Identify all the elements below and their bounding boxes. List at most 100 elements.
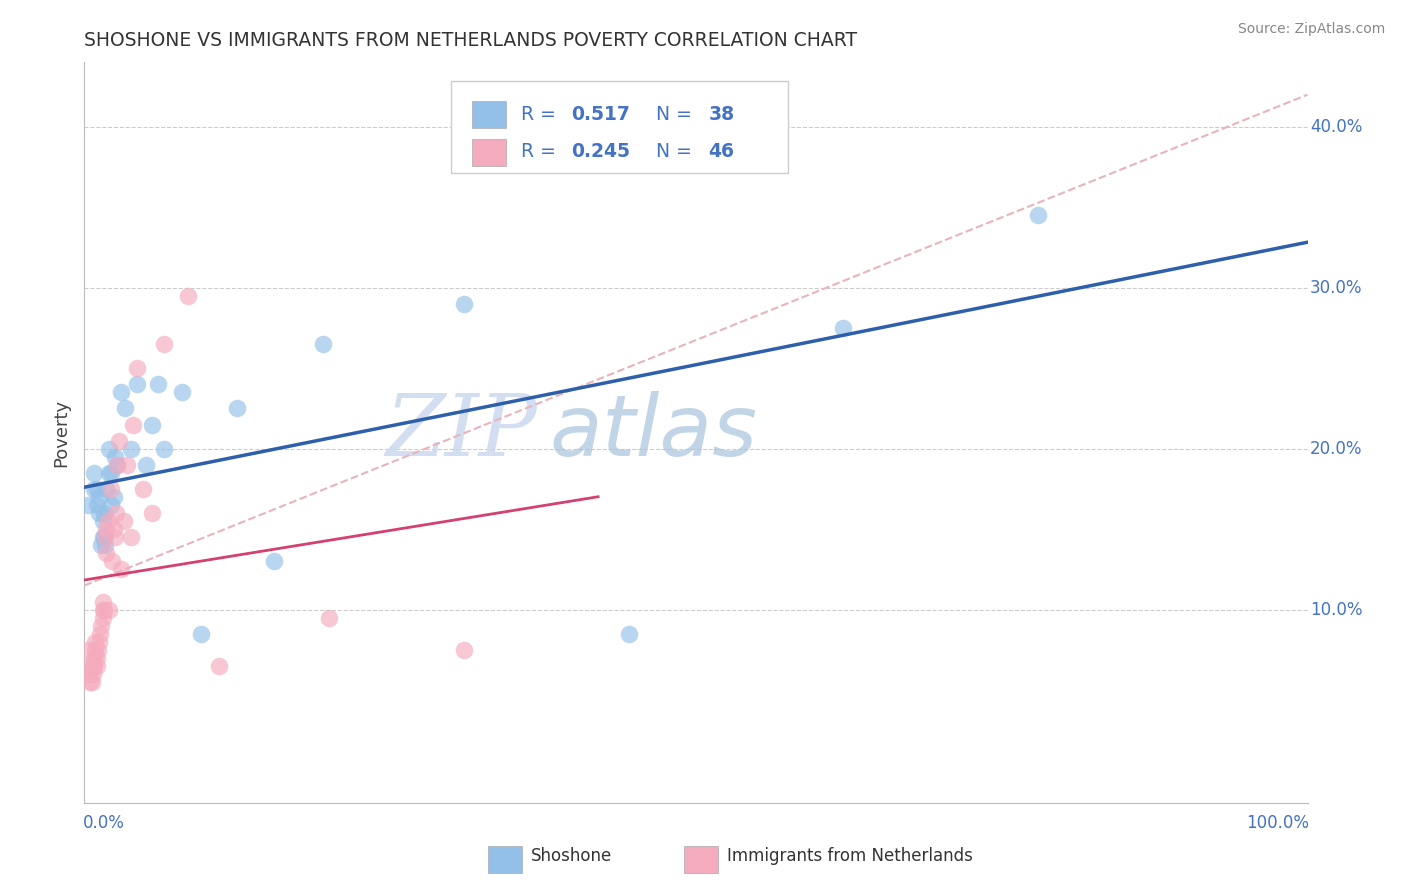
Point	[100, 498, 122, 512]
Point	[91, 610, 114, 624]
Point	[87, 506, 110, 520]
Point	[87, 635, 110, 649]
Text: 46: 46	[709, 142, 734, 161]
Point	[93, 602, 115, 616]
Point	[103, 522, 125, 536]
Point	[83, 659, 105, 673]
Point	[96, 522, 118, 536]
Point	[94, 538, 117, 552]
Text: Source: ZipAtlas.com: Source: ZipAtlas.com	[1237, 22, 1385, 37]
Point	[89, 627, 111, 641]
Text: 10.0%: 10.0%	[1310, 600, 1362, 619]
Point	[172, 385, 194, 400]
Point	[146, 377, 169, 392]
FancyBboxPatch shape	[472, 139, 506, 166]
Text: 0.0%: 0.0%	[83, 814, 125, 832]
Text: R =: R =	[522, 104, 562, 124]
Point	[86, 651, 108, 665]
Point	[87, 490, 110, 504]
Point	[110, 385, 132, 400]
Point	[122, 417, 145, 432]
Point	[125, 361, 148, 376]
Point	[105, 458, 128, 472]
Text: 20.0%: 20.0%	[1310, 440, 1362, 458]
Point	[617, 627, 640, 641]
Point	[84, 643, 107, 657]
Point	[135, 458, 157, 472]
Point	[83, 482, 105, 496]
Point	[100, 482, 122, 496]
Point	[263, 554, 285, 568]
Point	[91, 602, 114, 616]
Point	[107, 434, 129, 448]
Point	[96, 546, 118, 560]
Point	[104, 450, 127, 464]
Point	[80, 675, 103, 690]
Text: R =: R =	[522, 142, 562, 161]
Point	[86, 498, 108, 512]
Text: 30.0%: 30.0%	[1310, 279, 1362, 297]
Point	[831, 321, 853, 335]
Point	[114, 401, 136, 416]
Text: 0.245: 0.245	[571, 142, 630, 161]
Point	[312, 337, 335, 351]
Point	[453, 297, 475, 311]
Point	[153, 442, 176, 456]
Point	[101, 554, 124, 568]
Point	[84, 635, 107, 649]
Text: Immigrants from Netherlands: Immigrants from Netherlands	[727, 847, 973, 865]
FancyBboxPatch shape	[488, 847, 522, 873]
Point	[120, 442, 142, 456]
Text: N =: N =	[655, 104, 697, 124]
Point	[103, 490, 125, 504]
Point	[97, 602, 120, 616]
Y-axis label: Poverty: Poverty	[52, 399, 70, 467]
Point	[105, 506, 128, 520]
Point	[115, 458, 138, 472]
Point	[125, 377, 148, 392]
Point	[105, 458, 128, 472]
Point	[1028, 208, 1050, 222]
Point	[82, 667, 104, 681]
Text: N =: N =	[655, 142, 697, 161]
Point	[226, 401, 249, 416]
Point	[87, 643, 110, 657]
Point	[190, 627, 212, 641]
Point	[93, 530, 115, 544]
Point	[100, 466, 122, 480]
Point	[77, 659, 100, 673]
Point	[132, 482, 155, 496]
Point	[97, 442, 120, 456]
Point	[83, 466, 105, 480]
Point	[104, 530, 127, 544]
Point	[94, 530, 117, 544]
Point	[120, 530, 142, 544]
Point	[112, 514, 135, 528]
Point	[141, 417, 163, 432]
Point	[91, 594, 114, 608]
Point	[453, 643, 475, 657]
Point	[97, 514, 120, 528]
Text: SHOSHONE VS IMMIGRANTS FROM NETHERLANDS POVERTY CORRELATION CHART: SHOSHONE VS IMMIGRANTS FROM NETHERLANDS …	[84, 30, 858, 50]
Point	[110, 562, 132, 576]
Text: atlas: atlas	[550, 391, 758, 475]
Point	[91, 530, 114, 544]
Point	[91, 514, 114, 528]
Text: Shoshone: Shoshone	[531, 847, 612, 865]
Point	[83, 651, 105, 665]
Point	[153, 337, 176, 351]
Point	[90, 619, 112, 633]
Point	[177, 289, 200, 303]
Text: 40.0%: 40.0%	[1310, 118, 1362, 136]
Point	[77, 643, 100, 657]
Point	[86, 659, 108, 673]
Point	[79, 667, 101, 681]
Point	[97, 466, 120, 480]
Point	[318, 610, 340, 624]
Point	[208, 659, 231, 673]
Point	[77, 498, 100, 512]
Point	[93, 506, 115, 520]
Text: 0.517: 0.517	[571, 104, 630, 124]
Point	[82, 659, 104, 673]
Text: 100.0%: 100.0%	[1246, 814, 1309, 832]
